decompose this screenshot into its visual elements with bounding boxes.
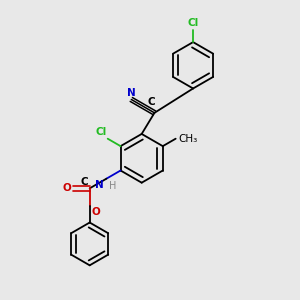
Text: C: C (147, 97, 154, 107)
Text: N: N (95, 180, 104, 190)
Text: O: O (92, 207, 100, 217)
Text: Cl: Cl (188, 18, 199, 28)
Text: H: H (110, 181, 117, 191)
Text: CH₃: CH₃ (178, 134, 197, 144)
Text: C: C (81, 177, 88, 187)
Text: N: N (127, 88, 136, 98)
Text: Cl: Cl (95, 127, 106, 137)
Text: O: O (62, 183, 71, 193)
